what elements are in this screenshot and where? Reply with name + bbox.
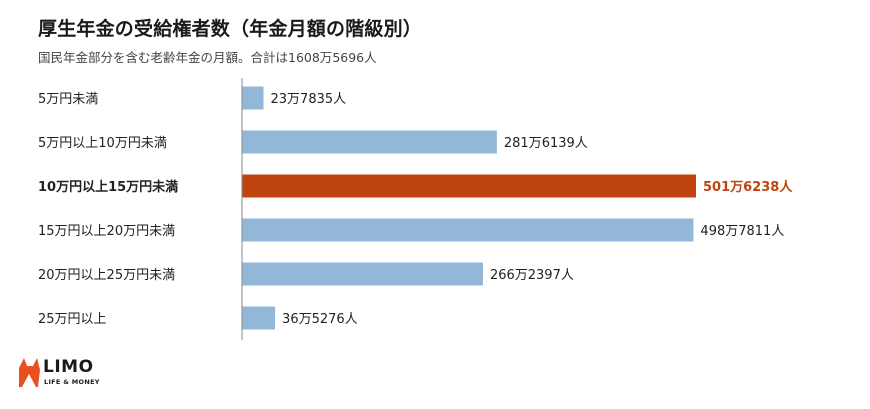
limo-logo: LIMO LIFE & MONEY (16, 356, 126, 392)
fox-icon (19, 358, 40, 387)
chart-title: 厚生年金の受給権者数（年金月額の階級別） (38, 18, 423, 40)
category-label: 15万円以上20万円未満 (38, 224, 175, 239)
bar (242, 86, 264, 110)
value-label: 281万6139人 (504, 136, 588, 151)
bar (242, 130, 497, 154)
logo-tagline: LIFE & MONEY (44, 378, 100, 386)
bar (242, 262, 483, 286)
value-label: 498万7811人 (700, 224, 784, 239)
logo-wordmark: LIMO (43, 357, 94, 377)
bar (242, 218, 694, 242)
value-label: 36万5276人 (282, 312, 358, 327)
value-label: 501万6238人 (703, 179, 793, 195)
category-label: 25万円以上 (38, 312, 107, 327)
category-label: 10万円以上15万円未満 (38, 179, 178, 195)
chart-subtitle: 国民年金部分を含む老齢年金の月額。合計は1608万5696人 (38, 50, 377, 65)
category-label: 5万円未満 (38, 92, 98, 107)
category-label: 5万円以上10万円未満 (38, 136, 167, 151)
value-label: 23万7835人 (271, 92, 347, 107)
bar (242, 306, 276, 330)
bar-highlight (242, 174, 696, 198)
category-label: 20万円以上25万円未満 (38, 268, 175, 283)
value-label: 266万2397人 (490, 268, 574, 283)
